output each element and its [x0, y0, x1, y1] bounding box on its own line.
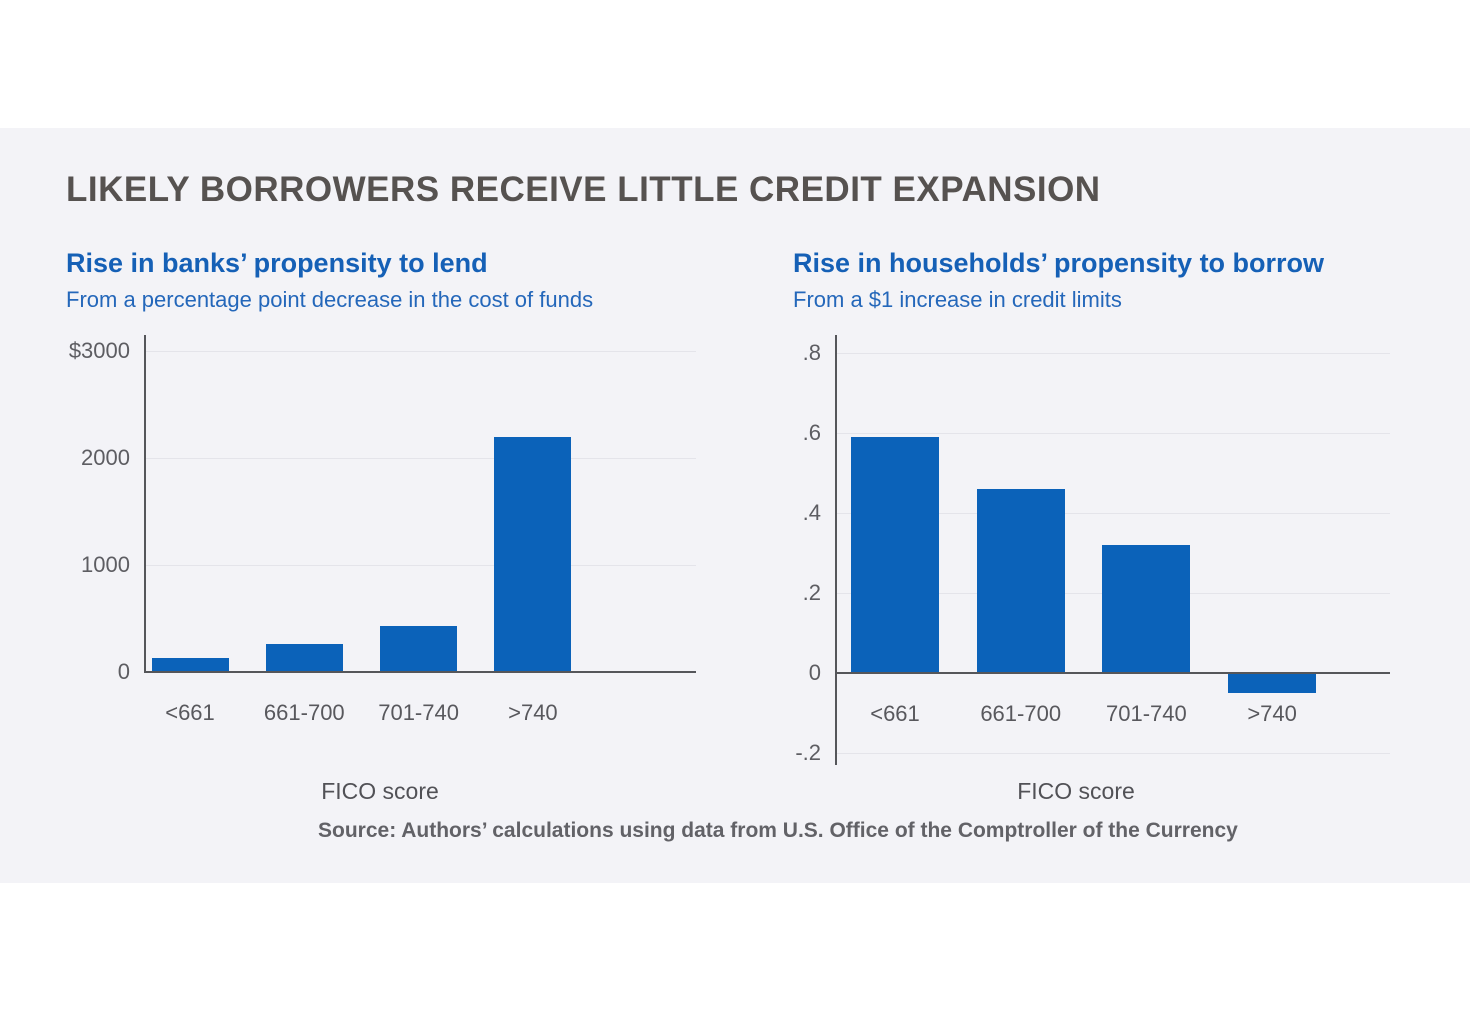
- right-chart-subtitle: From a $1 increase in credit limits: [793, 287, 1122, 312]
- left-chart-title: Rise in banks’ propensity to lend: [66, 248, 488, 278]
- y-gridline-2000: [144, 458, 696, 459]
- y-tick-label-1000: 1000: [81, 552, 130, 577]
- y-gridline-$3000: [144, 351, 696, 352]
- y-gridline-1000: [144, 565, 696, 566]
- y-gridline-.6: [835, 433, 1390, 434]
- y-gridline-.8: [835, 353, 1390, 354]
- source-note: Source: Authors’ calculations using data…: [318, 819, 1238, 842]
- x-category-label->740: >740: [508, 700, 558, 725]
- y-tick-label-0: 0: [117, 659, 130, 684]
- x-category-label->740: >740: [1247, 701, 1297, 726]
- figure-title: LIKELY BORROWERS RECEIVE LITTLE CREDIT E…: [66, 170, 1101, 209]
- zero-axis-line: [835, 672, 1390, 674]
- left-x-axis-title: FICO score: [321, 778, 439, 804]
- y-gridline-.4: [835, 513, 1390, 514]
- right-x-axis-title: FICO score: [1017, 778, 1135, 804]
- y-tick-label-.2: .2: [802, 580, 821, 605]
- zero-axis-line: [144, 671, 696, 673]
- y-tick-label--.2: -.2: [795, 740, 821, 765]
- bar-661-700: [976, 489, 1065, 673]
- bar->740: [494, 436, 572, 672]
- bar-661-700: [265, 644, 343, 672]
- y-tick-label-.6: .6: [802, 420, 821, 445]
- x-category-label-661-700: 661-700: [980, 701, 1062, 726]
- banks-lend-bar-chart: 0 1000 2000 $3000 <661 661-700 701-740 >740: [69, 335, 696, 725]
- households-borrow-bar-chart: -.2 0 .2 .4 .6 .8 <661 661-700 701-740 >740: [795, 335, 1390, 765]
- x-category-label-701-740: 701-740: [1106, 701, 1187, 726]
- y-tick-label-2000: 2000: [81, 445, 130, 470]
- y-axis-line: [835, 335, 837, 765]
- x-category-label-661-700: 661-700: [263, 700, 345, 725]
- chart-card-background: [0, 128, 1470, 883]
- bar-701-740: [1102, 545, 1191, 673]
- bar-<661: [851, 437, 939, 673]
- y-axis-line: [144, 335, 146, 672]
- x-category-label-<661: <661: [870, 701, 920, 726]
- bar->740: [1228, 673, 1317, 693]
- y-tick-label-.4: .4: [802, 500, 821, 525]
- y-tick-label-.8: .8: [802, 340, 821, 365]
- y-gridline--.2: [835, 753, 1390, 754]
- y-tick-label-$3000: $3000: [68, 338, 130, 363]
- x-category-label-<661: <661: [165, 700, 215, 725]
- y-tick-label-0: 0: [808, 660, 821, 685]
- x-category-label-701-740: 701-740: [378, 700, 459, 725]
- bar-<661: [151, 658, 229, 672]
- right-chart-title: Rise in households’ propensity to borrow: [793, 248, 1325, 278]
- left-chart-subtitle: From a percentage point decrease in the …: [66, 287, 594, 312]
- bar-701-740: [380, 625, 458, 672]
